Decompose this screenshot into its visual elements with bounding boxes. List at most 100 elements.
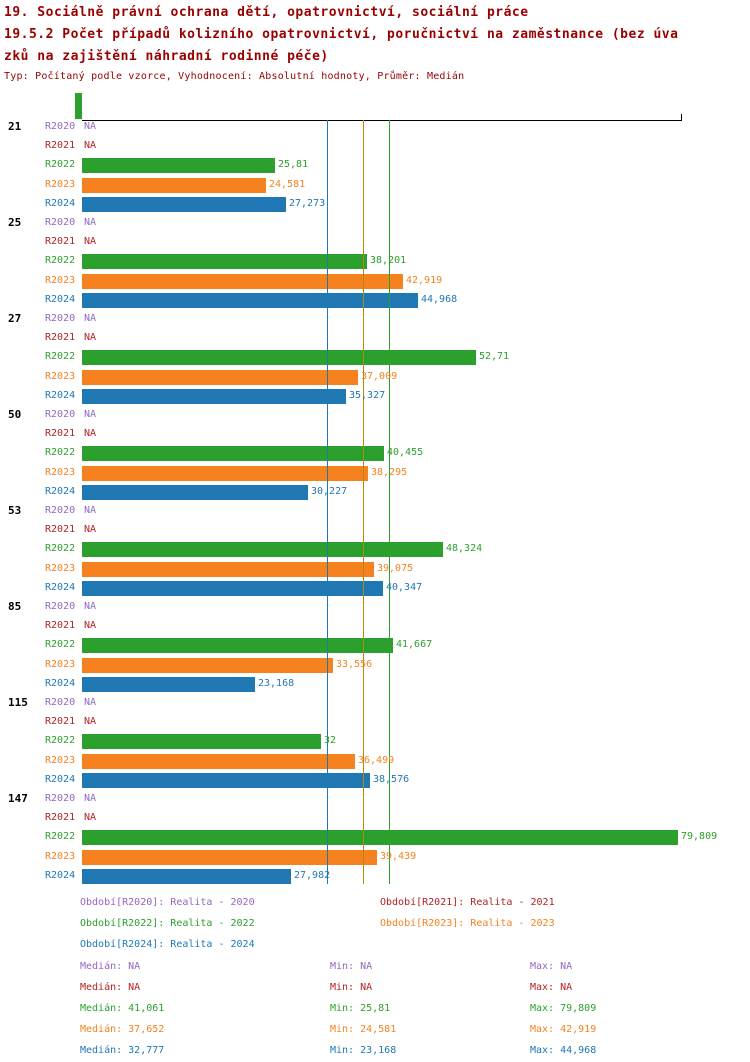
- series-row-label: R2022: [45, 447, 76, 459]
- bar-R2024-85: [82, 676, 255, 692]
- bar-R2022-53: [82, 542, 443, 558]
- bar-R2022-50: [82, 446, 384, 462]
- bar-R2022-27: [82, 350, 476, 366]
- bar-R2023-147: [82, 849, 377, 865]
- value-label: 23,168: [258, 677, 295, 689]
- bar-R2023-21: [82, 177, 266, 193]
- group-label: 53: [8, 504, 22, 517]
- chart-subtitle: Typ: Počítaný podle vzorce, Vyhodnocení:…: [4, 71, 465, 82]
- legend-item-R2024: Období[R2024]: Realita - 2024: [80, 939, 255, 950]
- stat-max-R2023: Max: 42,919: [530, 1024, 597, 1035]
- value-label: 38,295: [371, 466, 408, 478]
- stat-max-R2024: Max: 44,968: [530, 1045, 597, 1056]
- series-row-label: R2021: [45, 620, 76, 632]
- series-row-label: R2020: [45, 505, 76, 516]
- value-label-na: NA: [84, 217, 97, 228]
- series-row-label: R2021: [45, 524, 76, 536]
- bar-R2024-50: [82, 484, 308, 500]
- bar-R2023-25: [82, 273, 403, 289]
- value-label: 39,439: [380, 850, 417, 862]
- series-row-label: R2024: [45, 869, 76, 881]
- series-row-label: R2024: [45, 389, 76, 401]
- group-label: 25: [8, 216, 22, 229]
- series-row-label: R2022: [45, 831, 76, 843]
- bar-R2023-53: [82, 561, 374, 577]
- value-label: 27,273: [289, 197, 326, 209]
- value-label: 38,201: [370, 255, 407, 267]
- series-row-label: R2020: [45, 121, 76, 132]
- value-label: 27,982: [294, 869, 331, 881]
- value-label: 52,71: [479, 351, 510, 363]
- series-row-label: R2023: [45, 178, 76, 190]
- axis-start-marker: [75, 93, 82, 119]
- stat-max-R2022: Max: 79,809: [530, 1003, 597, 1014]
- bar-R2024-27: [82, 388, 346, 404]
- page-title-line2: 19.5.2 Počet případů kolizního opatrovni…: [4, 27, 679, 42]
- bar-R2023-85: [82, 657, 333, 673]
- value-label-na: NA: [84, 793, 97, 804]
- value-label: 48,324: [446, 543, 483, 555]
- bar-R2024-25: [82, 292, 418, 308]
- bar-R2022-147: [82, 830, 678, 846]
- value-label-na: NA: [84, 812, 97, 824]
- value-label-na: NA: [84, 524, 97, 536]
- series-row-label: R2021: [45, 812, 76, 824]
- value-label-na: NA: [84, 236, 97, 248]
- bar-R2024-21: [82, 196, 286, 212]
- value-label-na: NA: [84, 601, 97, 612]
- value-label-na: NA: [84, 313, 97, 324]
- group-label: 85: [8, 600, 22, 613]
- series-row-label: R2023: [45, 658, 76, 670]
- stat-median-R2020: Medián: NA: [80, 961, 141, 972]
- bar-R2022-21: [82, 158, 275, 174]
- value-label: 32: [324, 735, 337, 747]
- stat-min-R2023: Min: 24,581: [330, 1024, 397, 1035]
- value-label: 24,581: [269, 178, 306, 190]
- series-row-label: R2021: [45, 716, 76, 728]
- series-row-label: R2020: [45, 217, 76, 228]
- value-label-na: NA: [84, 716, 97, 728]
- x-axis-line: [82, 120, 682, 121]
- stat-min-R2022: Min: 25,81: [330, 1003, 391, 1014]
- legend-item-R2021: Období[R2021]: Realita - 2021: [380, 897, 555, 908]
- page-title: 19. Sociálně právní ochrana dětí, opatro…: [4, 5, 529, 20]
- value-label-na: NA: [84, 620, 97, 632]
- value-label: 30,227: [311, 485, 348, 497]
- value-label: 25,81: [278, 159, 309, 171]
- bar-R2023-50: [82, 465, 368, 481]
- value-label: 79,809: [681, 831, 718, 843]
- value-label-na: NA: [84, 697, 97, 708]
- legend-item-R2023: Období[R2023]: Realita - 2023: [380, 918, 555, 929]
- series-row-label: R2020: [45, 601, 76, 612]
- value-label-na: NA: [84, 121, 97, 132]
- group-label: 115: [8, 696, 28, 709]
- bar-R2024-53: [82, 580, 383, 596]
- median-line-R2023: [363, 120, 364, 884]
- legend-item-R2022: Období[R2022]: Realita - 2022: [80, 918, 255, 929]
- median-line-R2022: [389, 120, 390, 884]
- series-row-label: R2024: [45, 197, 76, 209]
- series-row-label: R2023: [45, 562, 76, 574]
- stat-max-R2021: Max: NA: [530, 982, 573, 993]
- value-label: 38,576: [373, 773, 410, 785]
- x-axis-end-tick: [681, 114, 682, 120]
- value-label-na: NA: [84, 505, 97, 516]
- series-row-label: R2022: [45, 255, 76, 267]
- series-row-label: R2021: [45, 236, 76, 248]
- value-label: 41,667: [396, 639, 433, 651]
- group-label: 147: [8, 792, 28, 805]
- value-label-na: NA: [84, 140, 97, 152]
- series-row-label: R2023: [45, 754, 76, 766]
- series-row-label: R2024: [45, 485, 76, 497]
- stat-median-R2024: Medián: 32,777: [80, 1045, 165, 1056]
- value-label: 42,919: [406, 274, 443, 286]
- series-row-label: R2024: [45, 677, 76, 689]
- bar-R2024-147: [82, 868, 291, 884]
- bar-R2023-27: [82, 369, 358, 385]
- stat-max-R2020: Max: NA: [530, 961, 573, 972]
- value-label: 35,327: [349, 389, 386, 401]
- bar-R2024-115: [82, 772, 370, 788]
